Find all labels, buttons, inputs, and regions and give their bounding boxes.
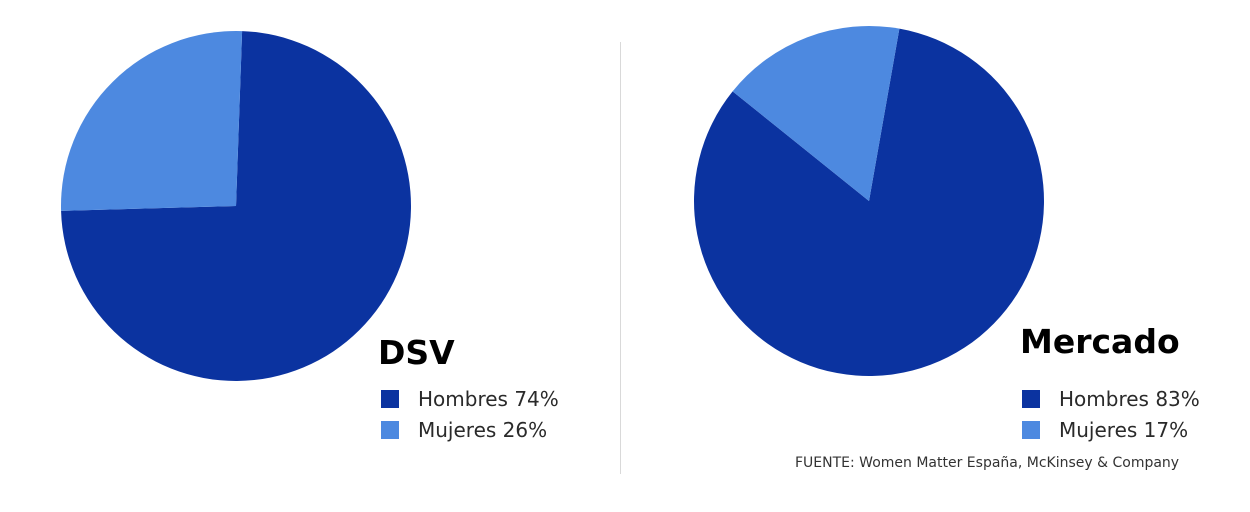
legend-item-mujeres: Mujeres 26% <box>381 414 559 445</box>
source-note: FUENTE: Women Matter España, McKinsey & … <box>795 455 1180 471</box>
chart-title-mercado: Mercado <box>1020 322 1180 361</box>
legend-dsv: Hombres 74% Mujeres 26% <box>381 383 559 445</box>
legend-swatch-mujeres <box>381 420 399 439</box>
chart-title-dsv: DSV <box>378 333 455 372</box>
legend-swatch-hombres <box>1022 389 1040 408</box>
pie-chart-dsv <box>61 31 411 382</box>
legend-label-hombres: Hombres 74% <box>418 386 559 411</box>
pie-chart-mercado <box>694 26 1044 377</box>
legend-item-hombres: Hombres 83% <box>1022 383 1200 414</box>
pie-slice-mujeres <box>732 26 900 201</box>
panel-divider <box>620 42 621 474</box>
pie-slice-mujeres <box>61 31 243 211</box>
pie-slice-hombres <box>694 28 1044 377</box>
legend-mercado: Hombres 83% Mujeres 17% <box>1022 383 1200 445</box>
legend-label-hombres: Hombres 83% <box>1059 386 1200 411</box>
chart-panel-mercado: Mercado Hombres 83% Mujeres 17% <box>622 0 1250 512</box>
chart-panel-dsv: DSV Hombres 74% Mujeres 26% <box>0 0 620 512</box>
legend-item-mujeres: Mujeres 17% <box>1022 414 1200 445</box>
pie-slice-hombres <box>61 31 411 382</box>
legend-label-mujeres: Mujeres 26% <box>418 417 548 442</box>
legend-item-hombres: Hombres 74% <box>381 383 559 414</box>
legend-label-mujeres: Mujeres 17% <box>1059 417 1189 442</box>
legend-swatch-mujeres <box>1022 420 1040 439</box>
legend-swatch-hombres <box>381 389 399 408</box>
